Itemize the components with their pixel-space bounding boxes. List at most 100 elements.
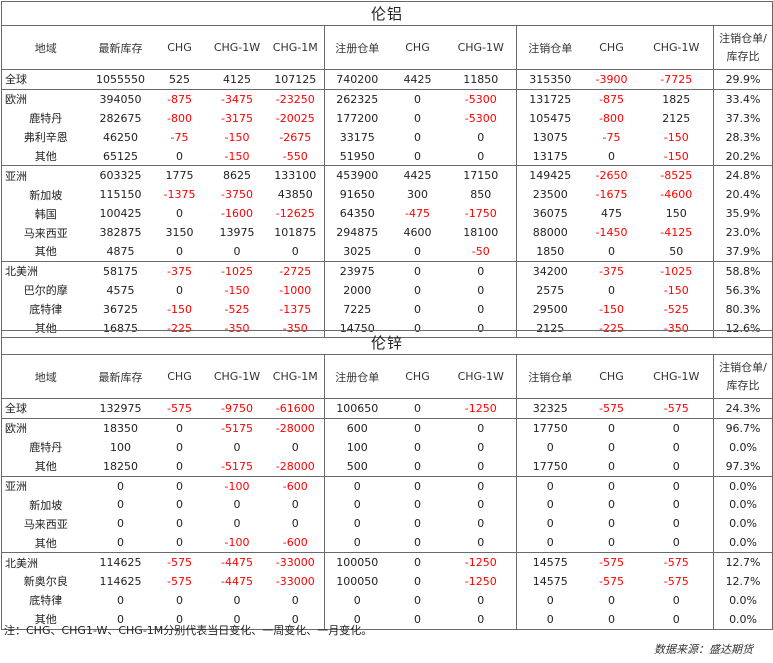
table-cell: 0 — [291, 498, 299, 512]
table-cell: 0 — [414, 111, 421, 125]
table-cell: 88000 — [516, 223, 584, 243]
table-cell: -800 — [599, 111, 624, 125]
table-cell: -150 — [224, 283, 250, 297]
table-cell: 0 — [324, 609, 390, 630]
table-cell: 8625 — [207, 165, 267, 186]
table-cell: 46250 — [103, 130, 138, 144]
table-title-row: 伦铝 — [0, 1, 773, 26]
table-cell: 114625 — [99, 574, 142, 588]
table-cell: 17150 — [445, 165, 517, 186]
table-cell: 0 — [672, 536, 680, 550]
region-name: 巴尔的摩 — [1, 280, 90, 300]
table-cell: 0 — [414, 149, 421, 163]
table-cell: 0 — [176, 498, 183, 512]
table-cell: 149425 — [516, 165, 584, 186]
table-cell: 0 — [176, 459, 183, 473]
table-cell: 0 — [414, 574, 421, 588]
column-header: CHG — [389, 354, 446, 399]
table-cell: 4875 — [106, 244, 135, 258]
table-cell: 0.0% — [712, 514, 773, 534]
table-cell: -3900 — [595, 72, 628, 86]
table-cell: 100050 — [324, 572, 390, 591]
table-cell: 315350 — [516, 69, 584, 90]
table-cell: 0 — [445, 260, 517, 281]
table-cell: -875 — [151, 88, 208, 109]
table-cell: 133100 — [266, 165, 325, 186]
table-cell: 382875 — [99, 226, 142, 240]
region-name: 其他 — [1, 242, 90, 262]
column-header: CHG-1W — [445, 25, 517, 70]
sub-region-row: 新加坡 0 0 0 0 0 0 0 0 0 0 0.0% — [1, 495, 773, 515]
table-cell: 0 — [176, 517, 183, 531]
region-row: 欧洲 18350 0 -5175 -28000 600 0 0 17750 0 0 96.7% — [1, 417, 773, 438]
table-cell: 453900 — [324, 165, 390, 186]
region-name: 其他 — [1, 609, 90, 630]
region-name: 北美洲 — [1, 260, 90, 281]
table-cell: 294875 — [324, 223, 390, 243]
region-name: 其他 — [1, 533, 90, 553]
table-cell: -4475 — [207, 552, 267, 573]
column-header: CHG-1W — [445, 354, 517, 399]
table-cell: -1250 — [464, 574, 497, 588]
table-cell: -28000 — [266, 417, 325, 438]
table-cell: 0.0% — [712, 495, 773, 515]
table-cell: -150 — [167, 302, 192, 316]
table-cell: 4575 — [106, 283, 135, 297]
table-cell: 0 — [516, 475, 584, 496]
table-cell: -33000 — [275, 574, 315, 588]
table-cell: 0 — [672, 440, 680, 454]
table-cell: 131725 — [516, 88, 584, 109]
table-cell: 29500 — [516, 299, 584, 319]
table-cell: -1375 — [279, 302, 312, 316]
table-cell: -2675 — [279, 130, 312, 144]
table-cell: 0 — [477, 302, 485, 316]
column-header-row: 地域 最新库存 CHG CHG-1W CHG-1M 注册仓单 CHG CHG-1W 注销仓单 CH… — [1, 354, 773, 399]
sub-region-row: 其他 0 0 0 0 0 0 0 0 0 0 0.0% — [1, 609, 773, 630]
table-cell: 0.0% — [712, 609, 773, 630]
table-cell: 0 — [207, 609, 267, 630]
table-cell: -5300 — [445, 88, 517, 109]
table-cell: 0 — [291, 517, 299, 531]
table-cell: 0.0% — [712, 533, 773, 553]
table-cell: 0 — [414, 302, 421, 316]
table-cell: 115150 — [99, 188, 142, 202]
table-cell: 12.7% — [712, 572, 773, 591]
table-cell: 37.3% — [712, 108, 773, 128]
table-cell: 0 — [414, 459, 421, 473]
sub-region-row: 底特律 36725 -150 -525 -1375 7225 0 0 29500 -150 -525… — [1, 299, 773, 319]
table-cell: 603325 — [89, 165, 152, 186]
table-cell: 18250 — [103, 459, 138, 473]
sub-region-row: 新加坡 115150 -1375 -3750 43850 91650 300 850 23500… — [1, 185, 773, 205]
table-cell: -28000 — [275, 459, 315, 473]
table-cell: 0 — [516, 514, 584, 534]
column-header: CHG-1W — [639, 25, 714, 70]
table-cell: 0 — [389, 552, 446, 573]
table-cell: 0 — [414, 130, 421, 144]
region-name: 全球 — [1, 398, 90, 419]
table-cell: 500 — [324, 456, 390, 477]
table-cell: 0 — [291, 440, 299, 454]
table-cell: -100 — [224, 536, 250, 550]
table-cell: -3475 — [207, 88, 267, 109]
table-cell: 33.4% — [712, 88, 773, 109]
table-cell: -600 — [266, 475, 325, 496]
table-cell: -33000 — [266, 552, 325, 573]
table-cell: 132975 — [99, 401, 142, 415]
column-header: CHG — [389, 25, 446, 70]
table-cell: -150 — [599, 302, 624, 316]
table-cell: -1250 — [445, 552, 517, 573]
column-header: 地域 — [1, 354, 90, 399]
table-cell: 0 — [324, 495, 390, 515]
table-cell: -75 — [170, 130, 189, 144]
table-cell: 0 — [176, 440, 183, 454]
table-cell: 13175 — [516, 146, 584, 166]
table-cell: 0 — [324, 514, 390, 534]
table-cell: -5175 — [207, 417, 267, 438]
table-cell: 0 — [445, 417, 517, 438]
table-cell: 0 — [389, 260, 446, 281]
column-header: CHG-1W — [639, 354, 714, 399]
aluminum-table: 伦铝 地域 最新库存 CHG CHG-1W CHG-1M 注册仓单 CHG CHG-1W 注销仓单… — [0, 1, 773, 339]
table-cell: 0.0% — [712, 590, 773, 610]
sub-region-row: 鹿特丹 282675 -800 -3175 -20025 177200 0 -5300 1054… — [1, 108, 773, 128]
table-cell: 0 — [672, 593, 680, 607]
